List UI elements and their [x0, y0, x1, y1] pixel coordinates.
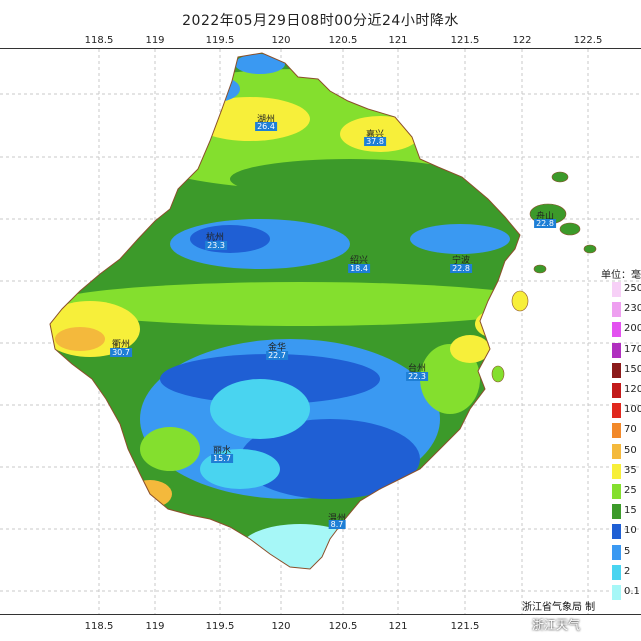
x-tick-bottom: 118.5 — [84, 621, 114, 632]
city-label: 衢州 — [111, 340, 131, 350]
x-tick-top: 119 — [145, 35, 165, 46]
legend-label: 0.1 — [624, 586, 640, 597]
legend-item: 200 — [612, 322, 641, 338]
precipitation-map — [0, 48, 641, 615]
city-value: 30.7 — [110, 348, 132, 357]
x-tick-top: 122 — [512, 35, 532, 46]
legend-swatch — [612, 282, 621, 297]
city-label: 湖州 — [256, 115, 276, 125]
legend-label: 100 — [624, 404, 641, 416]
city-value: 26.4 — [255, 122, 277, 131]
legend-label: 15 — [624, 505, 637, 517]
legend-swatch — [612, 322, 621, 338]
legend-swatch — [612, 463, 621, 479]
legend-label: 250 — [624, 283, 641, 294]
legend-label: 2 — [624, 565, 631, 577]
legend-item: 50 — [612, 443, 641, 459]
city-value: 18.4 — [348, 264, 370, 273]
legend-swatch — [612, 342, 621, 358]
legend-label: 150 — [624, 363, 641, 375]
map-title: 2022年05月29日08时00分近24小时降水 — [182, 13, 459, 29]
legend-swatch — [612, 362, 621, 378]
x-tick-top: 121.5 — [450, 35, 480, 46]
legend-label: 200 — [624, 323, 641, 335]
city-value: 37.8 — [364, 137, 386, 146]
legend-item: 0.1 — [612, 585, 641, 600]
x-tick-top: 118.5 — [84, 35, 114, 46]
watermark: 浙江天气 — [532, 618, 581, 632]
city-value: 23.3 — [205, 241, 227, 250]
legend-item: 100 — [612, 403, 641, 419]
legend-unit: 单位：毫 — [601, 270, 641, 281]
x-tick-top: 121 — [388, 35, 408, 46]
legend-label: 35 — [624, 464, 637, 476]
legend-swatch — [612, 524, 621, 540]
city-label: 金华 — [267, 343, 287, 353]
legend-item: 120 — [612, 383, 641, 398]
legend-label: 10 — [624, 525, 637, 537]
x-tick-top: 122.5 — [573, 35, 603, 46]
legend-item: 5 — [612, 544, 641, 560]
x-tick-bottom: 120.5 — [328, 621, 358, 632]
legend-label: 50 — [624, 444, 637, 456]
precipitation-map-svg — [0, 49, 641, 614]
city-value: 22.3 — [406, 372, 428, 381]
legend-label: 5 — [624, 545, 631, 557]
x-tick-bottom: 121 — [388, 621, 408, 632]
city-label: 嘉兴 — [365, 130, 385, 140]
legend-swatch — [612, 443, 621, 459]
city-label: 杭州 — [205, 233, 225, 243]
x-tick-bottom: 119 — [145, 621, 165, 632]
city-value: 22.7 — [266, 351, 288, 360]
x-tick-bottom: 121.5 — [450, 621, 480, 632]
legend-label: 230 — [624, 303, 641, 315]
city-value: 15.7 — [211, 454, 233, 463]
x-tick-top: 120.5 — [328, 35, 358, 46]
legend-label: 120 — [624, 384, 641, 395]
x-tick-bottom: 119.5 — [205, 621, 235, 632]
legend-item: 150 — [612, 362, 641, 378]
legend-item: 25 — [612, 484, 641, 499]
city-label: 丽水 — [212, 446, 232, 456]
islands — [491, 171, 597, 383]
x-tick-top: 120 — [271, 35, 291, 46]
legend-item: 10 — [612, 524, 641, 540]
city-label: 绍兴 — [349, 256, 369, 266]
legend-item: 230 — [612, 302, 641, 318]
legend-item: 15 — [612, 504, 641, 520]
legend-swatch — [612, 383, 621, 398]
city-value: 8.7 — [328, 520, 346, 529]
city-value: 22.8 — [450, 264, 472, 273]
legend-swatch — [612, 423, 621, 439]
agency-credit: 浙江省气象局 制 — [522, 602, 596, 613]
city-label: 宁波 — [451, 256, 471, 266]
province-outline — [49, 52, 521, 570]
legend-item: 35 — [612, 463, 641, 479]
city-value: 22.8 — [534, 219, 556, 228]
legend-label: 25 — [624, 485, 637, 496]
legend-item: 250 — [612, 282, 641, 297]
legend-item: 2 — [612, 564, 641, 580]
legend-swatch — [612, 585, 621, 600]
legend-swatch — [612, 302, 621, 318]
x-tick-top: 119.5 — [205, 35, 235, 46]
legend-item: 170 — [612, 342, 641, 358]
x-tick-bottom: 120 — [271, 621, 291, 632]
legend-swatch — [612, 544, 621, 560]
legend-item: 70 — [612, 423, 641, 439]
legend-swatch — [612, 403, 621, 419]
legend-label: 170 — [624, 343, 641, 355]
city-label: 温州 — [327, 514, 347, 524]
city-label: 台州 — [407, 364, 427, 374]
legend-swatch — [612, 484, 621, 499]
legend-swatch — [612, 504, 621, 520]
legend-swatch — [612, 564, 621, 580]
city-label: 舟山 — [535, 212, 555, 222]
legend-label: 70 — [624, 424, 637, 436]
